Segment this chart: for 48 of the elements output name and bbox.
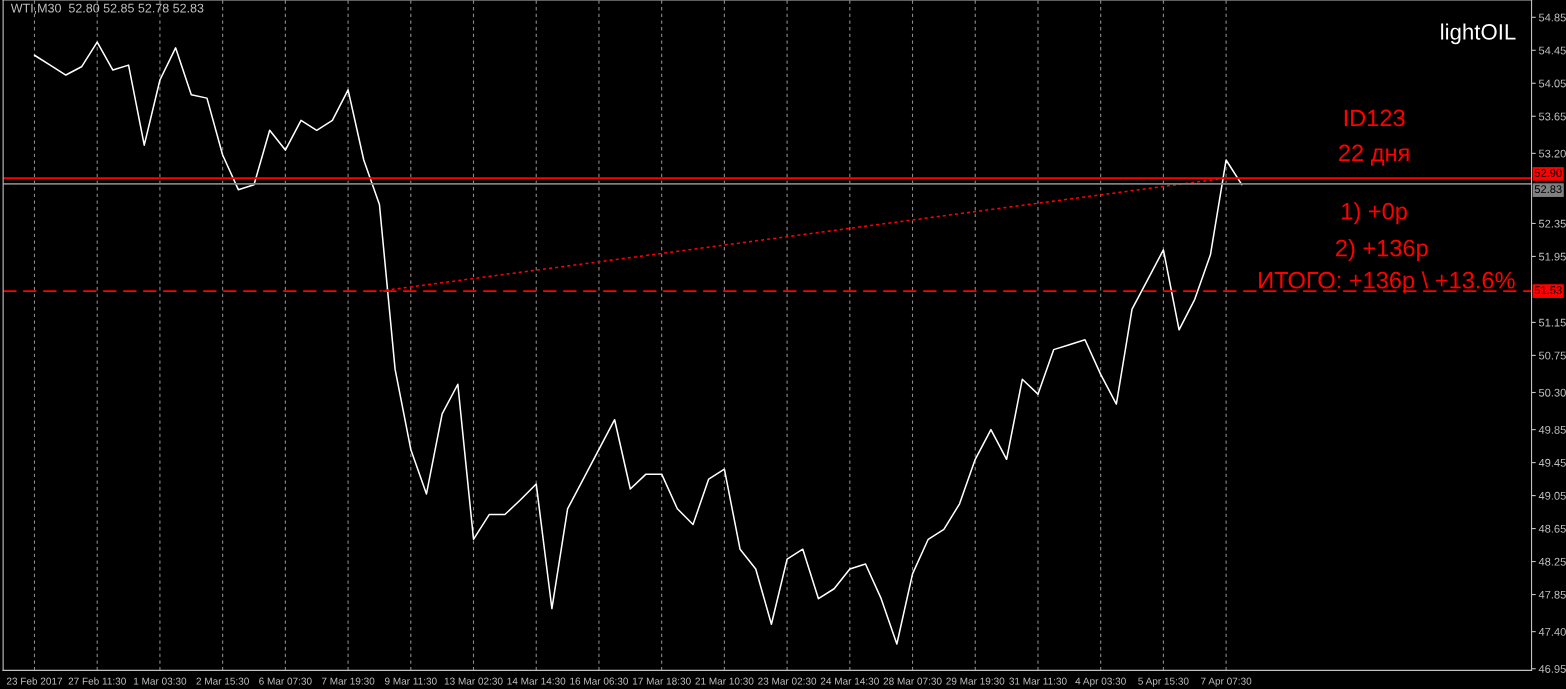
- x-tick-label: 13 Mar 02:30: [444, 677, 503, 685]
- x-tick-label: 7 Mar 19:30: [321, 677, 375, 685]
- x-tick-label: 16 Mar 06:30: [570, 677, 629, 685]
- x-tick-label: 24 Mar 14:30: [820, 677, 879, 685]
- x-tick-label: 2 Mar 15:30: [196, 677, 249, 685]
- text: lightOIL: [1441, 23, 1516, 45]
- y-tick-label: 49.05: [1538, 491, 1566, 500]
- y-tick-label: 53.20: [1538, 149, 1566, 158]
- x-tick-label: 7 Apr 07:30: [1201, 677, 1252, 687]
- x-tick-label: 23 Feb 2017: [6, 677, 63, 685]
- y-tick-label: 47.85: [1538, 590, 1566, 599]
- y-tick-label: 46.95: [1538, 665, 1566, 673]
- y-tick-label: 51.95: [1538, 252, 1566, 261]
- x-tick-label: 17 Mar 18:30: [632, 677, 691, 685]
- y-tick-label: 48.25: [1538, 557, 1566, 566]
- text: 2) +136р: [1336, 239, 1428, 262]
- ref-line-label: 51.53: [1534, 286, 1562, 295]
- text: ИТОГО: +136р \ +13.6%: [1259, 271, 1515, 294]
- x-tick-label: 29 Mar 19:30: [946, 677, 1005, 685]
- y-tick-label: 53.65: [1538, 112, 1566, 121]
- annotation: WTI,M30 52.80 52.85 52.78 52.83: [10, 3, 204, 15]
- y-tick-label: 49.45: [1538, 458, 1566, 467]
- y-tick-label: 54.45: [1538, 46, 1566, 55]
- y-tick-label: 52.35: [1538, 219, 1566, 228]
- y-tick-label: 49.85: [1538, 425, 1566, 434]
- text: ID123: [1344, 109, 1405, 127]
- y-tick-label: 50.30: [1538, 388, 1566, 397]
- x-tick-label: 4 Apr 03:30: [1075, 677, 1126, 687]
- y-tick-label: 54.85: [1538, 13, 1566, 22]
- x-tick-label: 5 Apr 15:30: [1138, 677, 1189, 687]
- x-tick-label: 28 Mar 07:30: [883, 677, 942, 685]
- text: 22 дня: [1339, 144, 1409, 166]
- y-tick-label: 54.05: [1538, 79, 1566, 88]
- x-tick-label: 27 Feb 11:30: [68, 677, 126, 685]
- ref-line-label: 52.90: [1534, 169, 1562, 177]
- x-tick-label: 1 Mar 03:30: [134, 677, 187, 685]
- text: 1) +0р: [1342, 202, 1407, 225]
- y-tick-label: 48.65: [1538, 524, 1566, 533]
- x-tick-label: 9 Mar 11:30: [384, 677, 437, 685]
- x-tick-label: 31 Mar 11:30: [1009, 677, 1067, 685]
- y-tick-label: 50.75: [1538, 351, 1566, 360]
- x-tick-label: 6 Mar 07:30: [259, 677, 312, 685]
- y-tick-label: 47.40: [1538, 627, 1566, 636]
- ref-line-label: 52.83: [1534, 185, 1562, 194]
- x-tick-label: 21 Mar 10:30: [695, 677, 754, 685]
- x-tick-label: 14 Mar 14:30: [507, 677, 566, 685]
- x-tick-label: 23 Mar 02:30: [758, 677, 817, 685]
- y-tick-label: 51.15: [1538, 318, 1566, 327]
